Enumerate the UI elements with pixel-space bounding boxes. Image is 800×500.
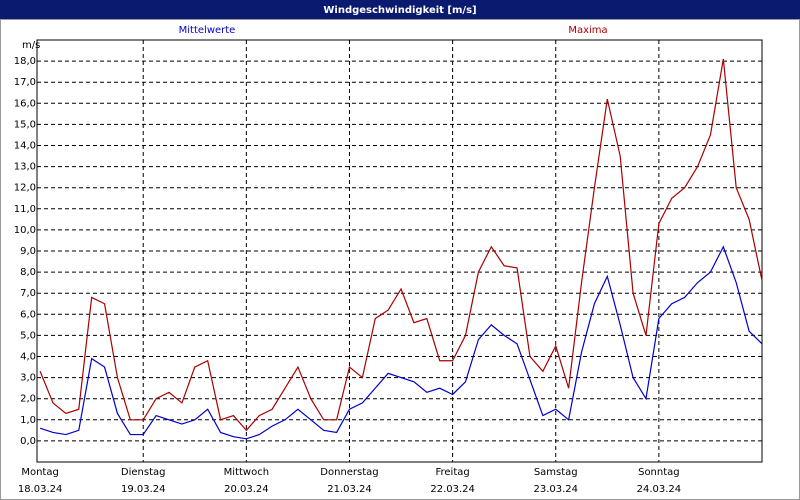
x-tick-label: Montag bbox=[21, 467, 58, 478]
y-tick-label: 0,0 bbox=[20, 436, 36, 447]
y-tick-label: 15,0 bbox=[14, 119, 36, 130]
y-tick-label: 5,0 bbox=[20, 330, 36, 341]
y-tick-label: 7,0 bbox=[20, 288, 36, 299]
x-tick-label: Dienstag bbox=[121, 467, 166, 478]
y-tick-label: 8,0 bbox=[20, 267, 36, 278]
x-tick-label: Freitag bbox=[435, 467, 469, 478]
x-tick-label: Sonntag bbox=[638, 467, 680, 478]
y-tick-label: 6,0 bbox=[20, 309, 36, 320]
y-unit: m/s bbox=[22, 40, 40, 51]
y-tick-label: 4,0 bbox=[20, 352, 36, 363]
x-tick-date: 21.03.24 bbox=[327, 484, 372, 495]
frame bbox=[0, 19, 800, 500]
legend-entry: Maxima bbox=[568, 25, 607, 36]
data-line bbox=[39, 245, 763, 440]
y-tick-label: 14,0 bbox=[14, 141, 36, 152]
x-tick-date: 22.03.24 bbox=[430, 484, 475, 495]
y-tick-label: 10,0 bbox=[14, 225, 36, 236]
window-title: Windgeschwindigkeit [m/s] bbox=[323, 5, 476, 16]
y-tick-label: 9,0 bbox=[20, 246, 36, 257]
x-tick-date: 20.03.24 bbox=[224, 484, 269, 495]
x-tick-date: 23.03.24 bbox=[533, 484, 578, 495]
y-tick-label: 12,0 bbox=[14, 183, 36, 194]
title-bar bbox=[0, 0, 800, 19]
y-tick-label: 18,0 bbox=[14, 56, 36, 67]
y-tick-label: 13,0 bbox=[14, 162, 36, 173]
x-tick-date: 19.03.24 bbox=[121, 484, 166, 495]
x-tick-date: 18.03.24 bbox=[18, 484, 63, 495]
x-tick-label: Mittwoch bbox=[224, 467, 269, 478]
x-tick-label: Samstag bbox=[534, 467, 578, 478]
y-tick-label: 1,0 bbox=[20, 415, 36, 426]
x-tick-date: 24.03.24 bbox=[637, 484, 682, 495]
y-tick-label: 16,0 bbox=[14, 98, 36, 109]
y-tick-label: 17,0 bbox=[14, 77, 36, 88]
y-tick-label: 11,0 bbox=[14, 204, 36, 215]
y-tick-label: 3,0 bbox=[20, 373, 36, 384]
data-line bbox=[39, 58, 763, 432]
legend-entry: Mittelwerte bbox=[179, 25, 236, 36]
x-tick-label: Donnerstag bbox=[320, 467, 378, 478]
y-tick-label: 2,0 bbox=[20, 394, 36, 405]
